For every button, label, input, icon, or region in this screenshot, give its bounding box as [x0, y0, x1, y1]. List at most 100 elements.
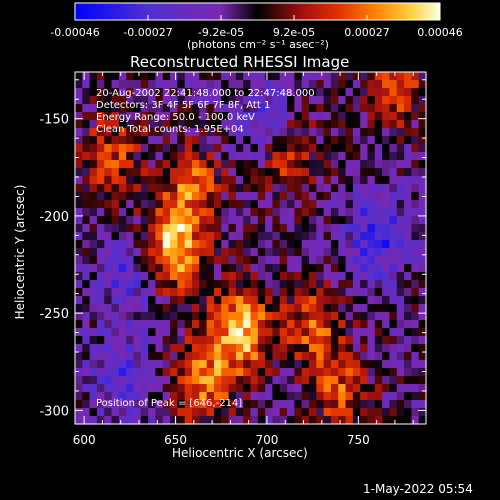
heatmap-cell	[367, 368, 376, 377]
heatmap-cell	[404, 280, 412, 289]
heatmap-cell	[309, 392, 317, 401]
heatmap-cell	[301, 208, 310, 217]
annotation-block: 20-Aug-2002 22:41:48.000 to 22:47:48.000…	[96, 88, 315, 136]
heatmap-cell	[111, 184, 120, 193]
heatmap-cell	[213, 248, 222, 257]
colorbar-frame	[74, 2, 441, 21]
heatmap-cell	[155, 144, 164, 153]
heatmap-cell	[228, 296, 237, 305]
heatmap-cell	[192, 200, 200, 209]
heatmap-cell	[221, 280, 230, 289]
heatmap-cell	[411, 384, 420, 393]
heatmap-cell	[382, 232, 391, 241]
heatmap-cell	[192, 320, 200, 329]
heatmap-cell	[140, 256, 149, 265]
heatmap-cell	[235, 328, 244, 337]
heatmap-cell	[316, 272, 325, 281]
heatmap-cell	[338, 376, 347, 385]
heatmap-cell	[382, 176, 391, 185]
heatmap-cell	[75, 112, 83, 121]
heatmap-cell	[382, 264, 391, 273]
heatmap-cell	[162, 368, 171, 377]
heatmap-cell	[111, 232, 120, 241]
heatmap-cell	[411, 184, 420, 193]
heatmap-cell	[82, 376, 91, 385]
heatmap-cell	[374, 144, 383, 153]
heatmap-cell	[389, 408, 398, 417]
heatmap-cell	[89, 400, 98, 409]
heatmap-cell	[243, 280, 252, 289]
heatmap-cell	[118, 384, 127, 393]
heatmap-cell	[221, 104, 230, 113]
heatmap-cell	[404, 296, 412, 305]
heatmap-cell	[235, 248, 244, 257]
heatmap-cell	[170, 264, 178, 273]
heatmap-cell	[294, 176, 303, 185]
heatmap-cell	[323, 160, 332, 169]
heatmap-cell	[184, 184, 193, 193]
heatmap-cell	[148, 72, 157, 81]
heatmap-cell	[126, 320, 135, 329]
heatmap-cell	[82, 272, 91, 281]
heatmap-cell	[206, 328, 215, 337]
heatmap-cell	[294, 96, 303, 105]
heatmap-cell	[272, 224, 281, 233]
heatmap-cell	[111, 344, 120, 353]
heatmap-cell	[338, 216, 347, 225]
heatmap-cell	[184, 248, 193, 257]
heatmap-cell	[301, 288, 310, 297]
heatmap-cell	[148, 120, 157, 129]
heatmap-cell	[82, 152, 91, 161]
heatmap-cell	[221, 392, 230, 401]
heatmap-cell	[396, 160, 405, 169]
heatmap-cell	[170, 328, 178, 337]
heatmap-cell	[382, 288, 391, 297]
heatmap-cell	[199, 248, 208, 257]
heatmap-cell	[330, 360, 339, 369]
heatmap-cell	[89, 176, 98, 185]
heatmap-cell	[265, 232, 274, 241]
heatmap-cell	[228, 112, 237, 121]
heatmap-cell	[287, 88, 295, 97]
heatmap-cell	[389, 128, 398, 137]
heatmap-cell	[367, 272, 376, 281]
heatmap-cell	[133, 120, 142, 129]
heatmap-cell	[374, 416, 383, 425]
heatmap-cell	[206, 272, 215, 281]
heatmap-cell	[279, 96, 288, 105]
heatmap-cell	[250, 144, 259, 153]
heatmap-cell	[294, 360, 303, 369]
heatmap-cell	[250, 336, 259, 345]
heatmap-cell	[272, 128, 281, 137]
heatmap-cell	[148, 176, 157, 185]
heatmap-cell	[133, 408, 142, 417]
heatmap-cell	[96, 72, 105, 81]
heatmap-cell	[199, 160, 208, 169]
heatmap-cell	[404, 216, 412, 225]
heatmap-cell	[243, 200, 252, 209]
heatmap-cell	[184, 368, 193, 377]
heatmap-cell	[352, 296, 361, 305]
heatmap-cell	[140, 320, 149, 329]
heatmap-cell	[411, 400, 420, 409]
heatmap-cell	[396, 312, 405, 321]
heatmap-cell	[184, 232, 193, 241]
heatmap-cell	[272, 296, 281, 305]
heatmap-cell	[170, 288, 178, 297]
heatmap-cell	[338, 176, 347, 185]
heatmap-cell	[82, 168, 91, 177]
heatmap-cell	[404, 368, 412, 377]
heatmap-cell	[243, 192, 252, 201]
heatmap-cell	[272, 144, 281, 153]
heatmap-cell	[221, 304, 230, 313]
heatmap-cell	[382, 256, 391, 265]
heatmap-cell	[418, 168, 427, 177]
heatmap-cell	[89, 232, 98, 241]
heatmap-cell	[133, 200, 142, 209]
heatmap-cell	[382, 80, 391, 89]
heatmap-cell	[177, 392, 186, 401]
heatmap-cell	[162, 320, 171, 329]
heatmap-cell	[221, 368, 230, 377]
heatmap-cell	[133, 344, 142, 353]
heatmap-cell	[199, 400, 208, 409]
